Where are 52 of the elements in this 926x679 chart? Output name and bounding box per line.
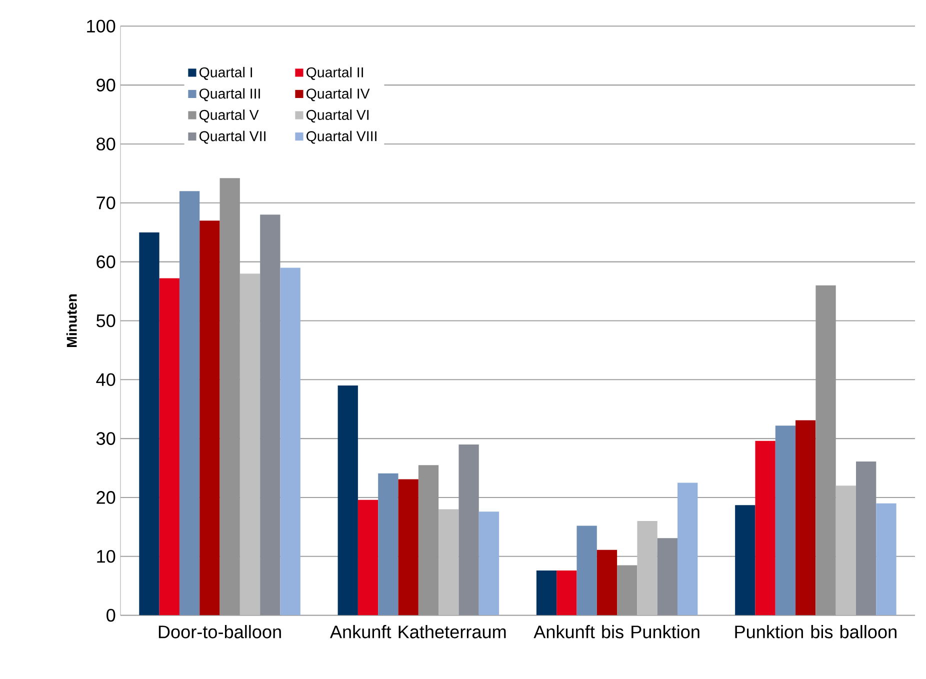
bar (260, 214, 280, 616)
bar (536, 570, 557, 616)
bar (179, 190, 200, 616)
legend-label: Quartal III (199, 88, 260, 102)
y-tick-label: 90 (96, 78, 116, 92)
bar (755, 440, 776, 616)
bar (438, 509, 459, 616)
legend-label: Quartal V (199, 109, 259, 122)
bar (576, 526, 597, 616)
bar (657, 538, 678, 616)
y-tick-label: 40 (96, 373, 116, 386)
bar (398, 479, 418, 616)
bar (596, 550, 618, 616)
legend-label: Quartal VII (199, 130, 266, 144)
bar (556, 570, 577, 616)
y-tick-label: 80 (96, 137, 116, 150)
bar (735, 505, 756, 616)
bar (836, 486, 856, 616)
bar (478, 511, 500, 616)
y-axis-title: Minuten (66, 294, 77, 347)
legend-label: Quartal VI (306, 109, 368, 122)
bar (458, 444, 479, 616)
y-tick-label: 70 (96, 196, 116, 210)
bar (200, 220, 220, 616)
bar (856, 461, 876, 616)
y-tick-label: 20 (96, 490, 116, 504)
bar (678, 482, 698, 616)
bar (338, 385, 358, 616)
y-tick-label: 50 (96, 314, 116, 328)
x-tick-label: Door-to-balloon (158, 624, 281, 638)
legend-label: Quartal IV (306, 88, 370, 102)
x-tick-label: Punktion bis balloon (735, 624, 896, 638)
x-tick-label: Ankunft Katheterraum (330, 624, 506, 638)
bar (139, 232, 160, 616)
bar (775, 425, 796, 616)
legend-label: Quartal II (306, 66, 363, 80)
bar (240, 273, 260, 616)
legend-label: Quartal I (199, 66, 252, 80)
y-tick-label: 10 (97, 550, 116, 563)
bar (358, 500, 378, 616)
x-tick-label: Ankunft bis Punktion (534, 624, 700, 638)
bar (159, 278, 180, 616)
bar (378, 473, 398, 616)
bar (796, 420, 816, 616)
bar (637, 520, 658, 616)
bar (876, 503, 896, 616)
legend-label: Quartal VIII (306, 130, 376, 144)
bar (280, 268, 300, 616)
y-tick-label: 60 (96, 255, 116, 268)
y-tick-label: 100 (87, 20, 116, 32)
y-tick-label: 30 (96, 432, 116, 445)
y-tick-label: 0 (106, 608, 116, 622)
